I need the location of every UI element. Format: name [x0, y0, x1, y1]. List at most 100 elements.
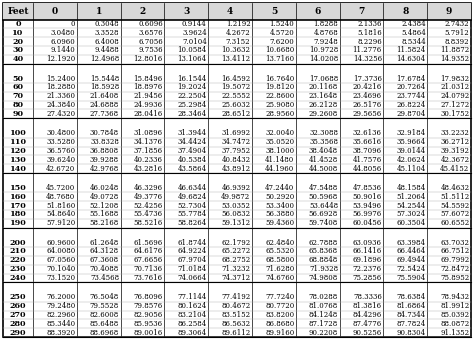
Text: 19.8120: 19.8120 [265, 83, 294, 91]
Text: 38.1000: 38.1000 [265, 147, 294, 155]
Text: 46.6344: 46.6344 [178, 184, 207, 192]
Text: 57.3024: 57.3024 [397, 210, 426, 218]
Text: 81.0768: 81.0768 [309, 302, 338, 310]
Text: 54.5592: 54.5592 [440, 202, 470, 209]
Text: 79.2480: 79.2480 [46, 302, 75, 310]
Text: 88.3920: 88.3920 [46, 328, 75, 337]
Text: 20: 20 [12, 37, 24, 46]
Text: 80.7720: 80.7720 [265, 302, 294, 310]
Text: 45.1104: 45.1104 [396, 165, 426, 172]
Text: 38.4048: 38.4048 [309, 147, 338, 155]
Text: 8.8392: 8.8392 [445, 37, 470, 46]
Text: 90.5256: 90.5256 [353, 328, 382, 337]
Text: 71.3232: 71.3232 [221, 265, 250, 273]
Text: 25.6032: 25.6032 [221, 101, 250, 109]
Text: 130: 130 [9, 156, 27, 164]
Text: 66.4464: 66.4464 [396, 248, 426, 255]
Text: 18.2880: 18.2880 [46, 83, 75, 91]
Text: 27.7368: 27.7368 [90, 110, 119, 118]
Text: 18.5928: 18.5928 [90, 83, 119, 91]
Text: 18.8976: 18.8976 [134, 83, 163, 91]
Text: 14.3256: 14.3256 [353, 55, 382, 63]
Text: 55.1688: 55.1688 [90, 210, 119, 218]
Text: 0.6096: 0.6096 [138, 20, 163, 28]
Text: 65.8368: 65.8368 [309, 248, 338, 255]
Text: 10: 10 [12, 29, 24, 37]
Text: 11.8872: 11.8872 [440, 46, 470, 54]
Text: 9.7536: 9.7536 [138, 46, 163, 54]
Text: 14.6304: 14.6304 [397, 55, 426, 63]
Text: 47.5488: 47.5488 [309, 184, 338, 192]
Text: 90.2208: 90.2208 [309, 328, 338, 337]
Text: 69.4944: 69.4944 [396, 256, 426, 264]
Text: 60: 60 [12, 83, 24, 91]
Text: 63.7032: 63.7032 [440, 239, 470, 246]
Text: 74.3712: 74.3712 [221, 274, 250, 282]
Text: 10.3632: 10.3632 [221, 46, 250, 54]
Text: 24.0792: 24.0792 [440, 92, 470, 100]
Text: 7: 7 [358, 7, 365, 16]
Text: 80.4672: 80.4672 [221, 302, 250, 310]
Text: 200: 200 [10, 239, 26, 246]
Text: 90.8304: 90.8304 [397, 328, 426, 337]
Text: 58.2168: 58.2168 [90, 219, 119, 227]
Text: 270: 270 [10, 311, 26, 319]
Text: 42.9768: 42.9768 [90, 165, 119, 172]
Text: 30.4800: 30.4800 [46, 129, 75, 137]
Text: 5.1816: 5.1816 [357, 29, 382, 37]
Text: 3.0480: 3.0480 [51, 29, 75, 37]
Text: 66.7512: 66.7512 [440, 248, 470, 255]
Text: 76.2000: 76.2000 [46, 293, 75, 301]
Text: 44.8056: 44.8056 [353, 165, 382, 172]
Text: 32.6136: 32.6136 [353, 129, 382, 137]
Text: 53.6448: 53.6448 [309, 202, 338, 209]
Text: 55.4736: 55.4736 [134, 210, 163, 218]
Text: 230: 230 [10, 265, 26, 273]
Text: 29.8704: 29.8704 [396, 110, 426, 118]
Text: 30.1752: 30.1752 [440, 110, 470, 118]
Text: 13.1064: 13.1064 [178, 55, 207, 63]
Text: 81.3816: 81.3816 [353, 302, 382, 310]
Text: 52.7304: 52.7304 [178, 202, 207, 209]
Text: 21.3360: 21.3360 [46, 92, 75, 100]
Text: 240: 240 [9, 274, 27, 282]
Text: 27.4320: 27.4320 [46, 110, 75, 118]
Text: 71.0184: 71.0184 [177, 265, 207, 273]
Text: 61.5696: 61.5696 [134, 239, 163, 246]
Text: 49.9872: 49.9872 [221, 193, 250, 201]
Text: 280: 280 [10, 320, 26, 328]
Text: 85.0392: 85.0392 [440, 311, 470, 319]
Text: 23.1648: 23.1648 [309, 92, 338, 100]
Text: 28.0416: 28.0416 [134, 110, 163, 118]
Text: 57.6072: 57.6072 [440, 210, 470, 218]
Text: 30.7848: 30.7848 [90, 129, 119, 137]
Text: 39.3192: 39.3192 [440, 147, 470, 155]
Text: 42.3672: 42.3672 [440, 156, 470, 164]
Text: 36.5760: 36.5760 [46, 147, 75, 155]
Text: 20.7264: 20.7264 [396, 83, 426, 91]
Text: 47.2440: 47.2440 [265, 184, 294, 192]
Text: 33.2232: 33.2232 [441, 129, 470, 137]
Text: 84.4296: 84.4296 [353, 311, 382, 319]
Text: 77.7240: 77.7240 [265, 293, 294, 301]
Text: 33.8328: 33.8328 [90, 138, 119, 146]
Text: 65.5320: 65.5320 [265, 248, 294, 255]
Text: 48.1584: 48.1584 [396, 184, 426, 192]
Text: 83.5152: 83.5152 [221, 311, 250, 319]
Text: 24.3840: 24.3840 [46, 101, 75, 109]
Text: 50.9016: 50.9016 [353, 193, 382, 201]
Text: 41.7576: 41.7576 [353, 156, 382, 164]
Text: 74.6760: 74.6760 [265, 274, 294, 282]
Text: 0.9144: 0.9144 [182, 20, 207, 28]
Text: 19.2024: 19.2024 [177, 83, 207, 91]
Text: 27.1272: 27.1272 [440, 101, 470, 109]
Text: 40: 40 [12, 55, 24, 63]
Text: 39.0144: 39.0144 [397, 147, 426, 155]
Text: 67.0560: 67.0560 [46, 256, 75, 264]
Text: 26.5176: 26.5176 [353, 101, 382, 109]
Text: 40.2336: 40.2336 [134, 156, 163, 164]
Text: 85.9536: 85.9536 [134, 320, 163, 328]
Text: 67.3608: 67.3608 [90, 256, 119, 264]
Text: 140: 140 [9, 165, 27, 172]
Text: 73.4568: 73.4568 [90, 274, 119, 282]
